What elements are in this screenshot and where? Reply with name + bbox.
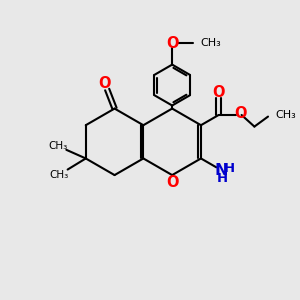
- Text: O: O: [212, 85, 225, 100]
- Text: O: O: [99, 76, 111, 92]
- Text: O: O: [234, 106, 247, 122]
- Text: H: H: [217, 172, 228, 185]
- Text: O: O: [166, 36, 178, 51]
- Text: CH₃: CH₃: [276, 110, 296, 121]
- Text: CH₃: CH₃: [201, 38, 221, 48]
- Text: H: H: [224, 162, 235, 176]
- Text: N: N: [215, 163, 228, 178]
- Text: CH₃: CH₃: [50, 169, 69, 179]
- Text: O: O: [166, 175, 178, 190]
- Text: CH₃: CH₃: [48, 141, 67, 151]
